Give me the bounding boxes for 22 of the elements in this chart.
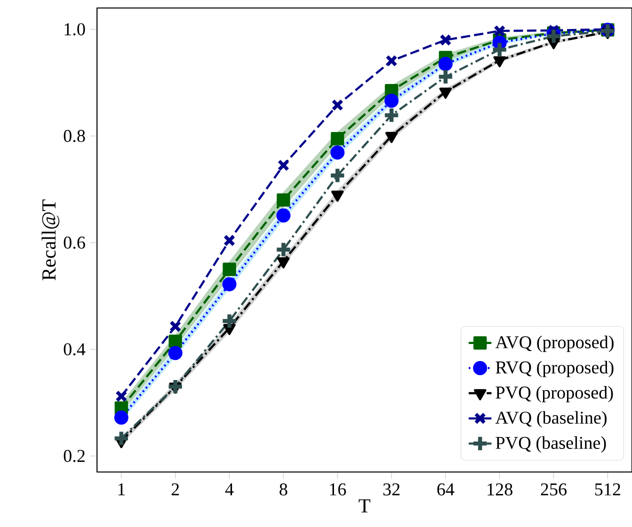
x-tick-label: 512	[595, 483, 620, 496]
y-tick-label: 1.0	[64, 23, 85, 36]
x-tick-label: 16	[330, 483, 346, 496]
legend-label: AVQ (baseline)	[495, 411, 607, 428]
x-axis-title: T	[358, 499, 370, 512]
x-tick-label: 8	[280, 483, 288, 496]
x-tick-label: 1	[118, 483, 125, 496]
legend-label: PVQ (baseline)	[496, 436, 606, 453]
y-tick-label: 0.8	[64, 130, 85, 142]
y-tick-label: 0.2	[64, 450, 85, 462]
y-tick-label: 0.6	[64, 236, 86, 249]
legend-label: PVQ (proposed)	[496, 386, 613, 402]
x-tick-label: 256	[540, 483, 567, 496]
x-tick-label: 2	[172, 483, 179, 496]
x-tick-label: 32	[383, 483, 400, 496]
legend-label: RVQ (proposed)	[496, 360, 614, 378]
x-tick-label: 128	[488, 483, 512, 496]
x-tick-label: 4	[225, 483, 234, 496]
legend-label: AVQ (proposed)	[495, 336, 614, 352]
x-tick-label: 64	[437, 483, 454, 496]
y-axis-title: Recall@T	[42, 199, 60, 280]
y-tick-label: 0.4	[64, 343, 86, 356]
